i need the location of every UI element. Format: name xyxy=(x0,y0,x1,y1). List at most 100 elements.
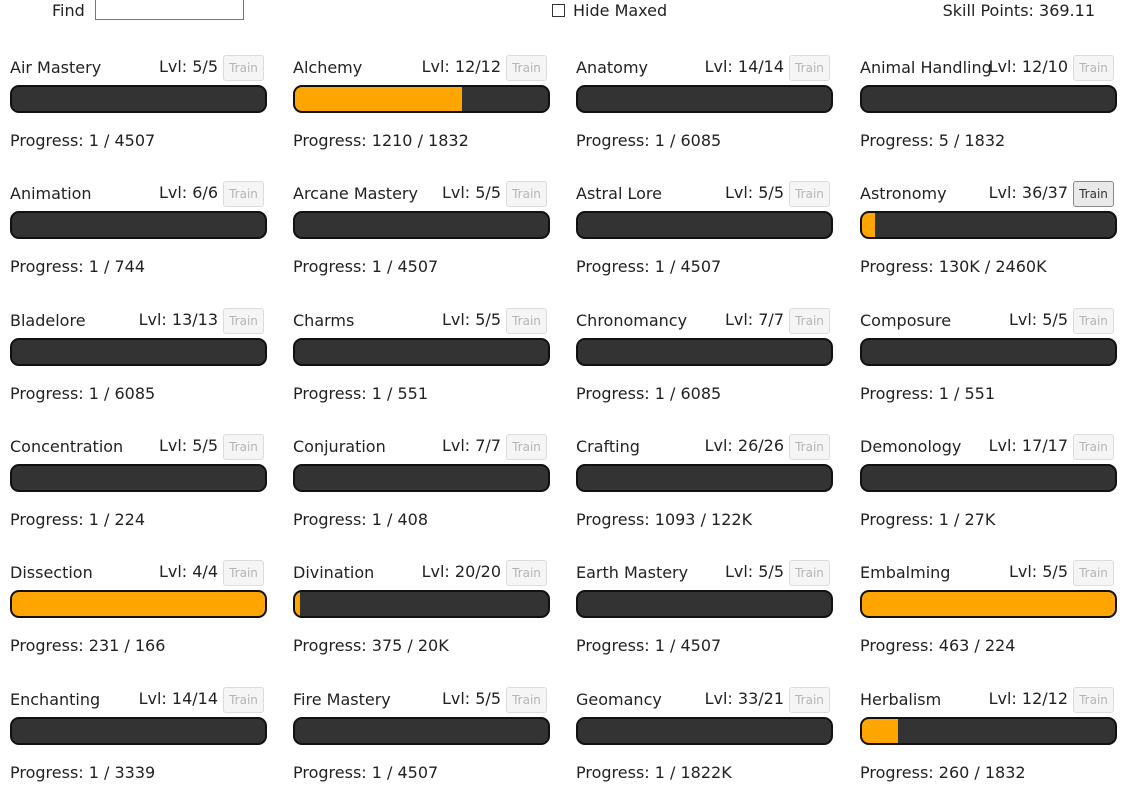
train-button[interactable]: Train xyxy=(789,308,830,334)
skill-level: Lvl: 33/21 xyxy=(704,689,784,708)
progress-bar xyxy=(10,338,267,366)
skill-card: Composure Lvl: 5/5 Train Progress: 1 / 551 xyxy=(860,308,1117,428)
train-button[interactable]: Train xyxy=(223,55,264,81)
progress-bar xyxy=(860,338,1117,366)
progress-bar xyxy=(576,717,833,745)
skill-level: Lvl: 7/7 xyxy=(724,310,784,329)
progress-text: Progress: 1 / 4507 xyxy=(293,257,439,276)
train-button[interactable]: Train xyxy=(223,181,264,207)
progress-text: Progress: 1 / 408 xyxy=(293,510,429,529)
hide-maxed-label: Hide Maxed xyxy=(573,1,668,20)
find-input[interactable] xyxy=(95,0,244,20)
progress-bar xyxy=(293,464,550,492)
train-button[interactable]: Train xyxy=(223,434,264,460)
skill-level: Lvl: 20/20 xyxy=(421,562,501,581)
train-button[interactable]: Train xyxy=(1073,55,1114,81)
train-button[interactable]: Train xyxy=(789,55,830,81)
skill-level: Lvl: 5/5 xyxy=(441,310,501,329)
skill-name: Fire Mastery xyxy=(293,690,391,709)
skill-card: Concentration Lvl: 5/5 Train Progress: 1 / … xyxy=(10,434,267,554)
skill-name: Crafting xyxy=(576,437,640,456)
skill-level: Lvl: 36/37 xyxy=(988,183,1068,202)
skill-name: Embalming xyxy=(860,563,951,582)
progress-text: Progress: 130K / 2460K xyxy=(860,257,1047,276)
skill-level: Lvl: 14/14 xyxy=(138,689,218,708)
skill-level: Lvl: 5/5 xyxy=(1008,310,1068,329)
find-label: Find xyxy=(52,1,85,20)
progress-bar xyxy=(860,464,1117,492)
hide-maxed-checkbox[interactable] xyxy=(552,4,565,17)
skill-name: Enchanting xyxy=(10,690,101,709)
progress-bar xyxy=(10,717,267,745)
skill-card: Dissection Lvl: 4/4 Train Progress: 231 / 1… xyxy=(10,560,267,680)
skill-card: Air Mastery Lvl: 5/5 Train Progress: 1 / 45… xyxy=(10,55,267,175)
skill-card: Alchemy Lvl: 12/12 Train Progress: 1210 / 1… xyxy=(293,55,550,175)
train-button[interactable]: Train xyxy=(506,687,547,713)
progress-bar xyxy=(293,85,550,113)
skill-name: Arcane Mastery xyxy=(293,184,418,203)
skill-name: Demonology xyxy=(860,437,962,456)
hide-maxed-toggle[interactable]: Hide Maxed xyxy=(552,1,667,20)
progress-bar xyxy=(860,85,1117,113)
skill-card: Crafting Lvl: 26/26 Train Progress: 1093 / … xyxy=(576,434,833,554)
skill-card: Animation Lvl: 6/6 Train Progress: 1 / 744 xyxy=(10,181,267,301)
progress-bar xyxy=(293,211,550,239)
train-button[interactable]: Train xyxy=(1073,687,1114,713)
train-button[interactable]: Train xyxy=(789,687,830,713)
skill-card: Chronomancy Lvl: 7/7 Train Progress: 1 / 60… xyxy=(576,308,833,428)
train-button[interactable]: Train xyxy=(1073,181,1114,207)
skill-card: Charms Lvl: 5/5 Train Progress: 1 / 551 xyxy=(293,308,550,428)
skill-card: Conjuration Lvl: 7/7 Train Progress: 1 / 40… xyxy=(293,434,550,554)
train-button[interactable]: Train xyxy=(789,434,830,460)
train-button[interactable]: Train xyxy=(506,55,547,81)
train-button[interactable]: Train xyxy=(506,308,547,334)
progress-text: Progress: 1 / 3339 xyxy=(10,763,156,782)
progress-bar xyxy=(576,211,833,239)
skill-card: Embalming Lvl: 5/5 Train Progress: 463 / 22… xyxy=(860,560,1117,680)
progress-text: Progress: 1210 / 1832 xyxy=(293,131,469,150)
skill-level: Lvl: 5/5 xyxy=(441,183,501,202)
train-button[interactable]: Train xyxy=(789,181,830,207)
progress-text: Progress: 1 / 224 xyxy=(10,510,146,529)
progress-bar xyxy=(10,85,267,113)
progress-bar xyxy=(576,590,833,618)
progress-bar xyxy=(860,717,1117,745)
progress-bar xyxy=(10,211,267,239)
train-button[interactable]: Train xyxy=(223,560,264,586)
progress-text: Progress: 5 / 1832 xyxy=(860,131,1006,150)
train-button[interactable]: Train xyxy=(506,434,547,460)
skill-level: Lvl: 14/14 xyxy=(704,57,784,76)
progress-bar xyxy=(10,464,267,492)
train-button[interactable]: Train xyxy=(1073,560,1114,586)
train-button[interactable]: Train xyxy=(223,687,264,713)
skill-name: Chronomancy xyxy=(576,311,688,330)
skill-card: Astral Lore Lvl: 5/5 Train Progress: 1 / 45… xyxy=(576,181,833,301)
train-button[interactable]: Train xyxy=(1073,308,1114,334)
skill-level: Lvl: 12/12 xyxy=(988,689,1068,708)
progress-bar-fill xyxy=(295,87,462,111)
progress-text: Progress: 1 / 551 xyxy=(293,384,429,403)
skill-level: Lvl: 17/17 xyxy=(988,436,1068,455)
skill-name: Astronomy xyxy=(860,184,947,203)
train-button[interactable]: Train xyxy=(223,308,264,334)
train-button[interactable]: Train xyxy=(506,181,547,207)
skill-card: Geomancy Lvl: 33/21 Train Progress: 1 / 182… xyxy=(576,687,833,807)
progress-bar-fill xyxy=(295,592,300,616)
skill-level: Lvl: 7/7 xyxy=(441,436,501,455)
progress-bar xyxy=(293,338,550,366)
progress-bar-fill xyxy=(12,592,265,616)
skill-level: Lvl: 12/12 xyxy=(421,57,501,76)
skill-name: Astral Lore xyxy=(576,184,662,203)
skill-name: Dissection xyxy=(10,563,93,582)
progress-bar-fill xyxy=(862,719,898,743)
skill-level: Lvl: 4/4 xyxy=(158,562,218,581)
train-button[interactable]: Train xyxy=(1073,434,1114,460)
skill-name: Animal Handling xyxy=(860,58,992,77)
skill-card: Demonology Lvl: 17/17 Train Progress: 1 / 2… xyxy=(860,434,1117,554)
skill-card: Anatomy Lvl: 14/14 Train Progress: 1 / 6085 xyxy=(576,55,833,175)
progress-bar xyxy=(293,717,550,745)
train-button[interactable]: Train xyxy=(506,560,547,586)
train-button[interactable]: Train xyxy=(789,560,830,586)
progress-bar xyxy=(10,590,267,618)
skill-name: Air Mastery xyxy=(10,58,102,77)
